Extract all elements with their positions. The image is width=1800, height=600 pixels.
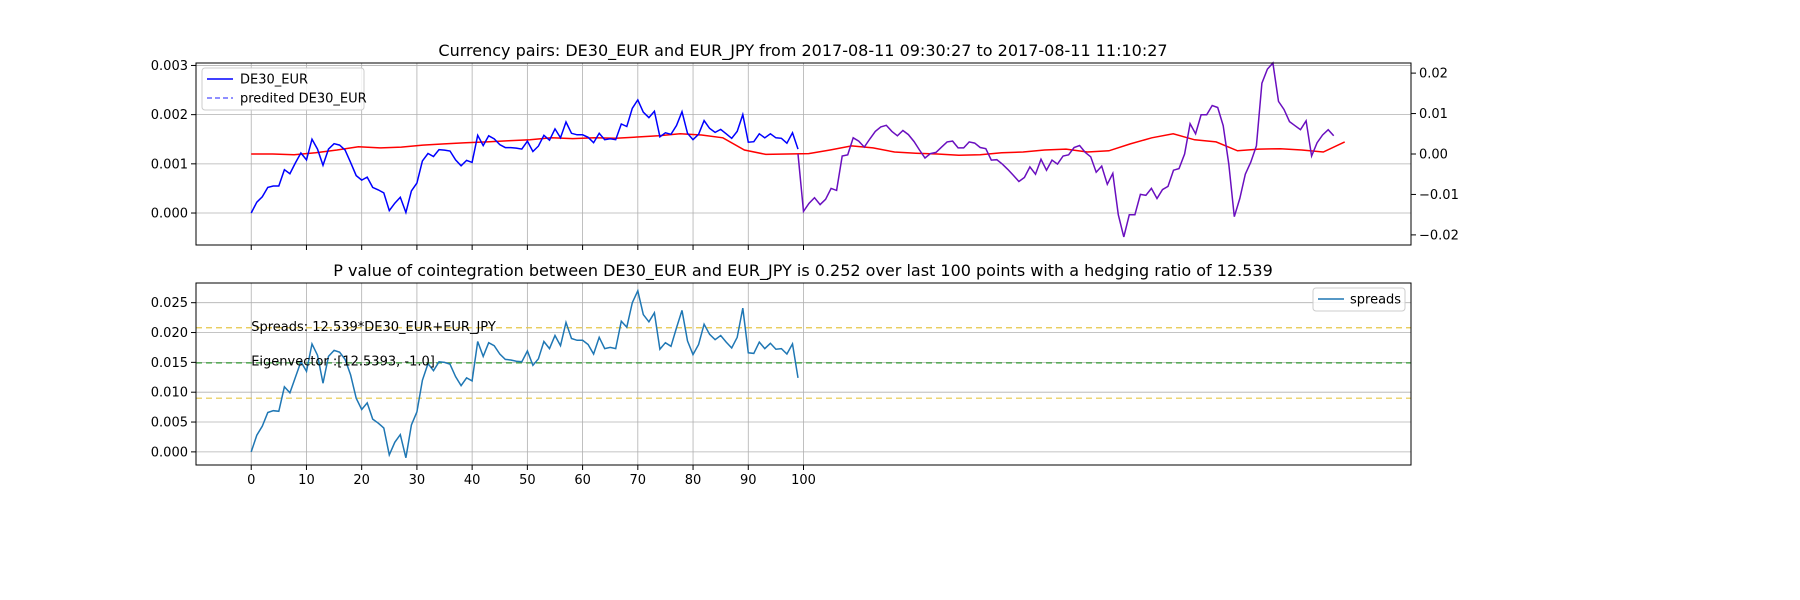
bottom-x-tick-label: 10	[298, 473, 315, 488]
bottom-chart-title: P value of cointegration between DE30_EU…	[333, 261, 1273, 281]
top-gridlines	[196, 63, 1411, 245]
bottom-legend-box	[1312, 287, 1406, 312]
top-right-y-tick-label: 0.01	[1419, 107, 1448, 122]
eigenvector-annotation: Eigenvector :[12.5393, -1.0]	[251, 354, 435, 369]
top-right-y-tick-label: 0.02	[1419, 67, 1448, 82]
bottom-plot-frame	[195, 282, 1412, 466]
bottom-y-tick-label: 0.025	[151, 296, 188, 311]
top-series-group	[250, 61, 1346, 238]
bottom-x-tick-label: 50	[519, 473, 536, 488]
top-subplot: Currency pairs: DE30_EUR and EUR_JPY fro…	[151, 41, 1459, 250]
bottom-legend: spreads	[1312, 287, 1406, 312]
bottom-x-tick-label: 30	[409, 473, 426, 488]
series-line-de30-eur	[250, 98, 799, 216]
bottom-x-tick-label: 40	[464, 473, 481, 488]
top-left-y-tick-label: 0.002	[151, 108, 188, 123]
bottom-x-tick-label: 100	[791, 473, 816, 488]
bottom-y-tick-label: 0.020	[151, 326, 188, 341]
bottom-y-tick-label: 0.000	[151, 445, 188, 460]
top-legend-box	[201, 67, 365, 111]
bottom-x-tick-label: 90	[740, 473, 757, 488]
bottom-y-tick-label: 0.005	[151, 416, 188, 431]
bottom-x-tick-label: 0	[247, 473, 255, 488]
top-left-y-tick-label: 0.003	[151, 59, 188, 74]
top-plot-frame	[195, 62, 1412, 246]
top-legend: DE30_EUR predited DE30_EUR	[201, 67, 367, 111]
bottom-annotations: Spreads: 12.539*DE30_EUR+EUR_JPY Eigenvec…	[251, 320, 496, 370]
series-line-predicted-de30-eur	[797, 61, 1335, 238]
bottom-gridlines	[196, 283, 1411, 465]
top-axis-ticks: 0.000 0.001 0.002 0.003 −0.02 −0.01 0.00 0.01 0.…	[151, 59, 1459, 250]
bottom-y-tick-label: 0.010	[151, 386, 188, 401]
bottom-x-tick-label: 20	[353, 473, 370, 488]
bottom-subplot: P value of cointegration between DE30_EU…	[151, 261, 1412, 488]
bottom-series-group	[250, 288, 799, 458]
top-left-y-tick-label: 0.001	[151, 157, 188, 172]
spreads-formula-annotation: Spreads: 12.539*DE30_EUR+EUR_JPY	[251, 320, 496, 335]
legend-label-predicted: predited DE30_EUR	[240, 92, 367, 107]
bottom-x-tick-label: 60	[574, 473, 591, 488]
bottom-y-tick-label: 0.015	[151, 356, 188, 371]
bottom-axis-ticks: 0 10 20 30 40 50 60 70 80 90 100 0.000 0.005 0.010 0.0…	[151, 296, 816, 488]
bottom-reference-lines	[196, 327, 1411, 399]
bottom-x-tick-label: 80	[685, 473, 702, 488]
bottom-x-tick-label: 70	[630, 473, 647, 488]
top-right-y-tick-label: 0.00	[1419, 148, 1448, 163]
legend-label-de30: DE30_EUR	[240, 73, 308, 88]
series-line-eur-jpy	[251, 133, 1346, 156]
series-line-spreads	[250, 288, 799, 458]
top-left-y-tick-label: 0.000	[151, 207, 188, 222]
top-right-y-tick-label: −0.01	[1419, 188, 1459, 203]
top-chart-title: Currency pairs: DE30_EUR and EUR_JPY fro…	[438, 41, 1167, 61]
top-right-y-tick-label: −0.02	[1419, 228, 1459, 243]
legend-label-spreads: spreads	[1350, 293, 1401, 308]
